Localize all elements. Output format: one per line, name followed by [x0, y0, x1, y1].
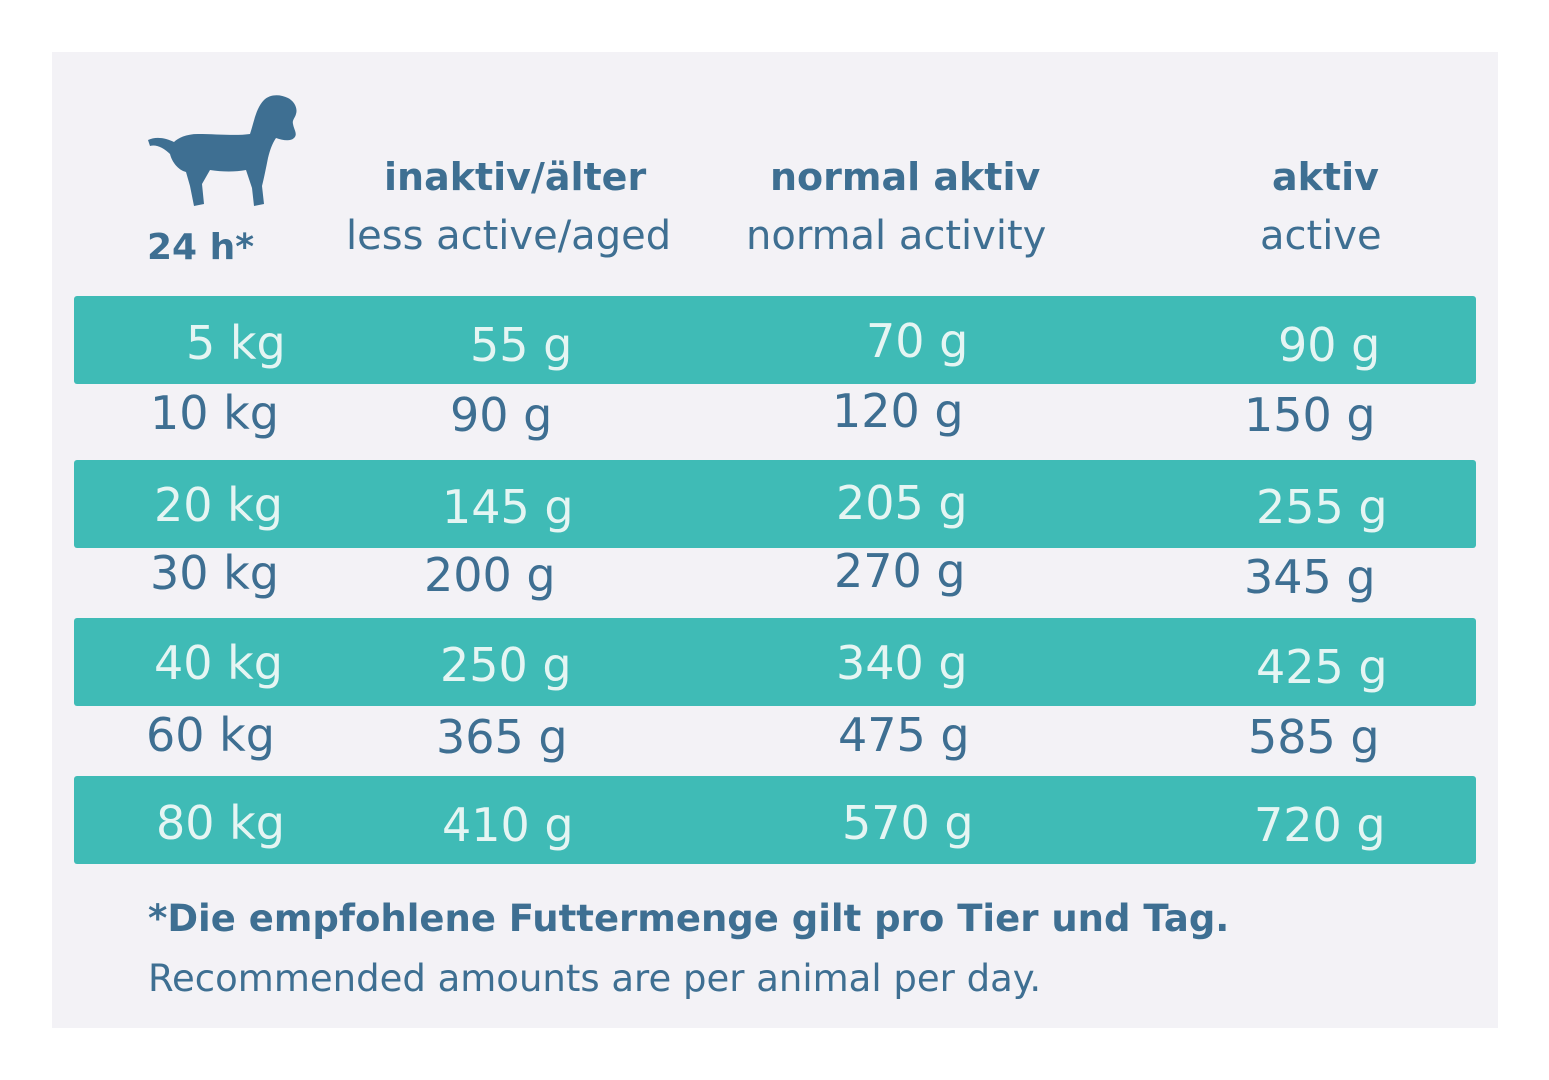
dog-icon: [148, 95, 297, 206]
amount-normal: 475 g: [838, 708, 970, 762]
amount-active: 255 g: [1256, 480, 1388, 534]
footnote-de: *Die empfohlene Futtermenge gilt pro Tie…: [148, 897, 1230, 940]
col-header-normal-de: normal aktiv: [770, 155, 1041, 199]
col-header-active-de: aktiv: [1272, 155, 1379, 199]
row-band-80kg: [74, 776, 1476, 864]
amount-normal: 70 g: [866, 314, 969, 368]
amount-active: 720 g: [1254, 798, 1386, 852]
amount-normal: 340 g: [836, 636, 968, 690]
weight-cell: 20 kg: [154, 478, 283, 532]
amount-inactive: 90 g: [450, 388, 553, 442]
row-band-20kg: [74, 460, 1476, 548]
weight-cell: 30 kg: [150, 546, 279, 600]
amount-active: 345 g: [1244, 550, 1376, 604]
col-header-active-en: active: [1260, 213, 1382, 259]
amount-normal: 270 g: [834, 544, 966, 598]
weight-cell: 5 kg: [186, 316, 286, 370]
amount-active: 90 g: [1278, 318, 1381, 372]
col-header-normal-en: normal activity: [746, 213, 1047, 259]
col-header-inactive-de: inaktiv/älter: [384, 155, 647, 199]
amount-normal: 120 g: [832, 384, 964, 438]
weight-cell: 40 kg: [154, 636, 283, 690]
col-header-inactive-en: less active/aged: [346, 213, 672, 259]
row-band-40kg: [74, 618, 1476, 706]
amount-inactive: 55 g: [470, 318, 573, 372]
footnote-en: Recommended amounts are per animal per d…: [148, 957, 1042, 1000]
weight-cell: 60 kg: [146, 708, 275, 762]
weight-cell: 10 kg: [150, 386, 279, 440]
amount-inactive: 200 g: [424, 548, 556, 602]
amount-inactive: 365 g: [436, 710, 568, 764]
amount-inactive: 145 g: [442, 480, 574, 534]
amount-normal: 570 g: [842, 796, 974, 850]
row-band-5kg: [74, 296, 1476, 384]
time-label: 24 h*: [147, 227, 255, 268]
amount-active: 150 g: [1244, 388, 1376, 442]
amount-inactive: 410 g: [442, 798, 574, 852]
amount-normal: 205 g: [836, 476, 968, 530]
amount-inactive: 250 g: [440, 638, 572, 692]
amount-active: 425 g: [1256, 640, 1388, 694]
amount-active: 585 g: [1248, 710, 1380, 764]
weight-cell: 80 kg: [156, 796, 285, 850]
